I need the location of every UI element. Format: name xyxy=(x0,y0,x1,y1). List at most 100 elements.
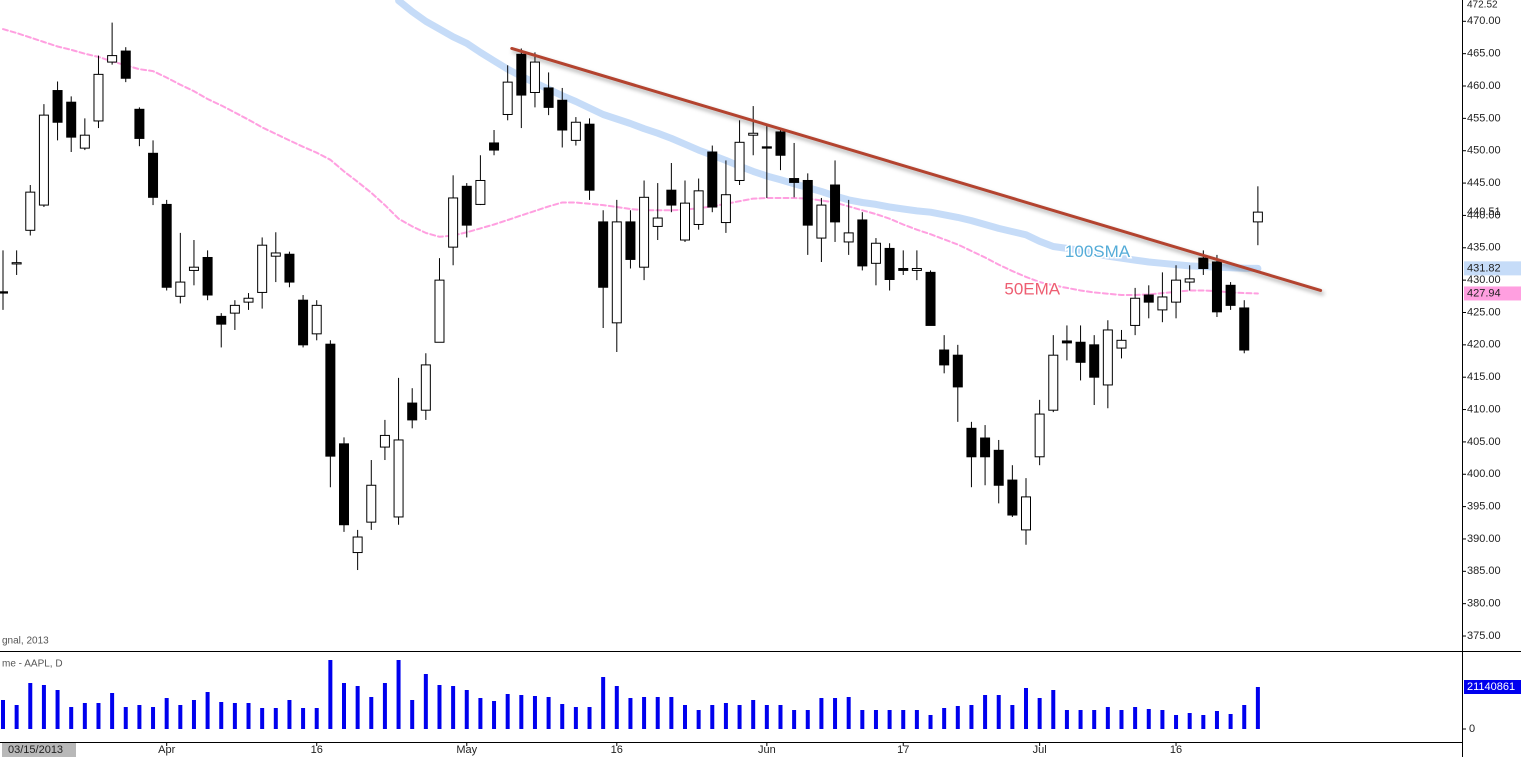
candle-body xyxy=(625,221,636,260)
candle-body xyxy=(270,252,281,257)
last-close-label: 440.51 xyxy=(1467,206,1501,218)
candle-body xyxy=(1089,344,1100,378)
volume-bar xyxy=(1119,710,1124,729)
volume-bar xyxy=(710,705,715,729)
candle-body xyxy=(570,121,581,141)
volume-bar xyxy=(655,696,660,729)
last-value-label: 431.82 xyxy=(1467,262,1501,274)
y-tick-label: 440.00 xyxy=(1467,209,1501,221)
candle-body xyxy=(407,402,418,421)
volume-bar xyxy=(764,705,769,729)
candle-body xyxy=(188,266,199,271)
y-tick-label: 445.00 xyxy=(1467,177,1501,189)
candle-body xyxy=(79,134,90,149)
candle-body xyxy=(325,343,336,457)
x-tick-label: 03/15/2013 xyxy=(8,744,63,756)
volume-bar xyxy=(519,695,524,729)
volume-bar xyxy=(737,705,742,729)
candle-body xyxy=(1116,339,1127,349)
x-tick-label: 16 xyxy=(1170,744,1182,756)
last-value-box xyxy=(1464,286,1521,301)
y-tick-label: 405.00 xyxy=(1467,436,1501,448)
candle-body xyxy=(379,434,390,448)
candle-body xyxy=(843,232,854,243)
price-panel xyxy=(0,0,1323,571)
volume-bar xyxy=(955,705,960,729)
volume-bar xyxy=(1064,710,1069,729)
x-tick-label: Jul xyxy=(1033,744,1047,756)
volume-bar xyxy=(232,702,237,729)
volume-bar xyxy=(560,704,565,729)
candle-body xyxy=(11,262,22,265)
volume-bar xyxy=(983,695,988,729)
y-tick-label: 420.00 xyxy=(1467,339,1501,351)
volume-bar xyxy=(532,696,537,729)
candle-body xyxy=(161,203,172,288)
y-tick-label: 415.00 xyxy=(1467,371,1501,383)
axis-top-label: 472.52 xyxy=(1467,0,1498,11)
y-tick-label: 375.00 xyxy=(1467,630,1501,642)
volume-bar xyxy=(1201,714,1206,729)
y-tick-label: 465.00 xyxy=(1467,48,1501,60)
candle-body xyxy=(420,364,431,411)
last-volume-label: 21140861 xyxy=(1467,681,1515,693)
candle-body xyxy=(802,179,813,226)
volume-bar xyxy=(464,690,469,729)
candle-body xyxy=(434,279,445,343)
last-volume-box xyxy=(1464,680,1521,695)
volume-bar xyxy=(69,707,74,729)
candle-body xyxy=(980,437,991,458)
y-tick-label: 455.00 xyxy=(1467,112,1501,124)
volume-bar xyxy=(1024,687,1028,729)
volume-bar xyxy=(546,696,551,729)
volume-bar xyxy=(342,683,346,729)
candle-body xyxy=(66,101,77,138)
x-tick-label: Apr xyxy=(158,744,175,756)
candle-body xyxy=(93,73,104,122)
volume-bar xyxy=(396,660,401,729)
x-tick-label: May xyxy=(456,744,477,756)
volume-bar xyxy=(628,698,633,729)
last-value-label: 427.94 xyxy=(1467,287,1501,299)
y-tick-label: 430.00 xyxy=(1467,274,1501,286)
candle-body xyxy=(857,219,868,267)
candle-body xyxy=(311,304,322,335)
candle-body xyxy=(748,132,759,136)
volume-bar xyxy=(1174,714,1179,729)
candle-body xyxy=(1225,284,1236,306)
candle-body xyxy=(1007,479,1018,516)
candle-body xyxy=(707,151,718,208)
candle-body xyxy=(789,178,800,183)
x-tick-label: 16 xyxy=(611,744,623,756)
y-tick-label: 410.00 xyxy=(1467,403,1501,415)
candle-body xyxy=(966,427,977,458)
candle-body xyxy=(475,179,486,205)
volume-bar xyxy=(942,708,947,729)
volume-bar xyxy=(996,695,1001,729)
candle-body xyxy=(1198,257,1209,269)
volume-bar xyxy=(437,684,442,729)
volume-bar xyxy=(669,696,674,729)
volume-bar xyxy=(110,693,115,729)
candle-body xyxy=(120,50,131,79)
volume-bar xyxy=(28,683,33,729)
candle-body xyxy=(543,87,554,108)
volume-bar xyxy=(1105,707,1110,729)
candle-body xyxy=(284,253,295,283)
volume-bar xyxy=(273,708,278,729)
volume-bar xyxy=(505,693,510,729)
volume-bar xyxy=(573,707,578,729)
volume-bar xyxy=(969,705,974,729)
volume-bar xyxy=(778,705,783,729)
volume-bar xyxy=(914,710,919,729)
volume-bar xyxy=(1160,710,1165,729)
volume-bar xyxy=(887,710,892,729)
candle-body xyxy=(611,221,622,324)
x-tick-label: 16 xyxy=(311,744,323,756)
candle-body xyxy=(639,196,650,268)
y-tick-label: 425.00 xyxy=(1467,306,1501,318)
volume-bar xyxy=(314,708,319,729)
volume-bar xyxy=(478,698,483,729)
y-tick-label: 395.00 xyxy=(1467,501,1501,513)
